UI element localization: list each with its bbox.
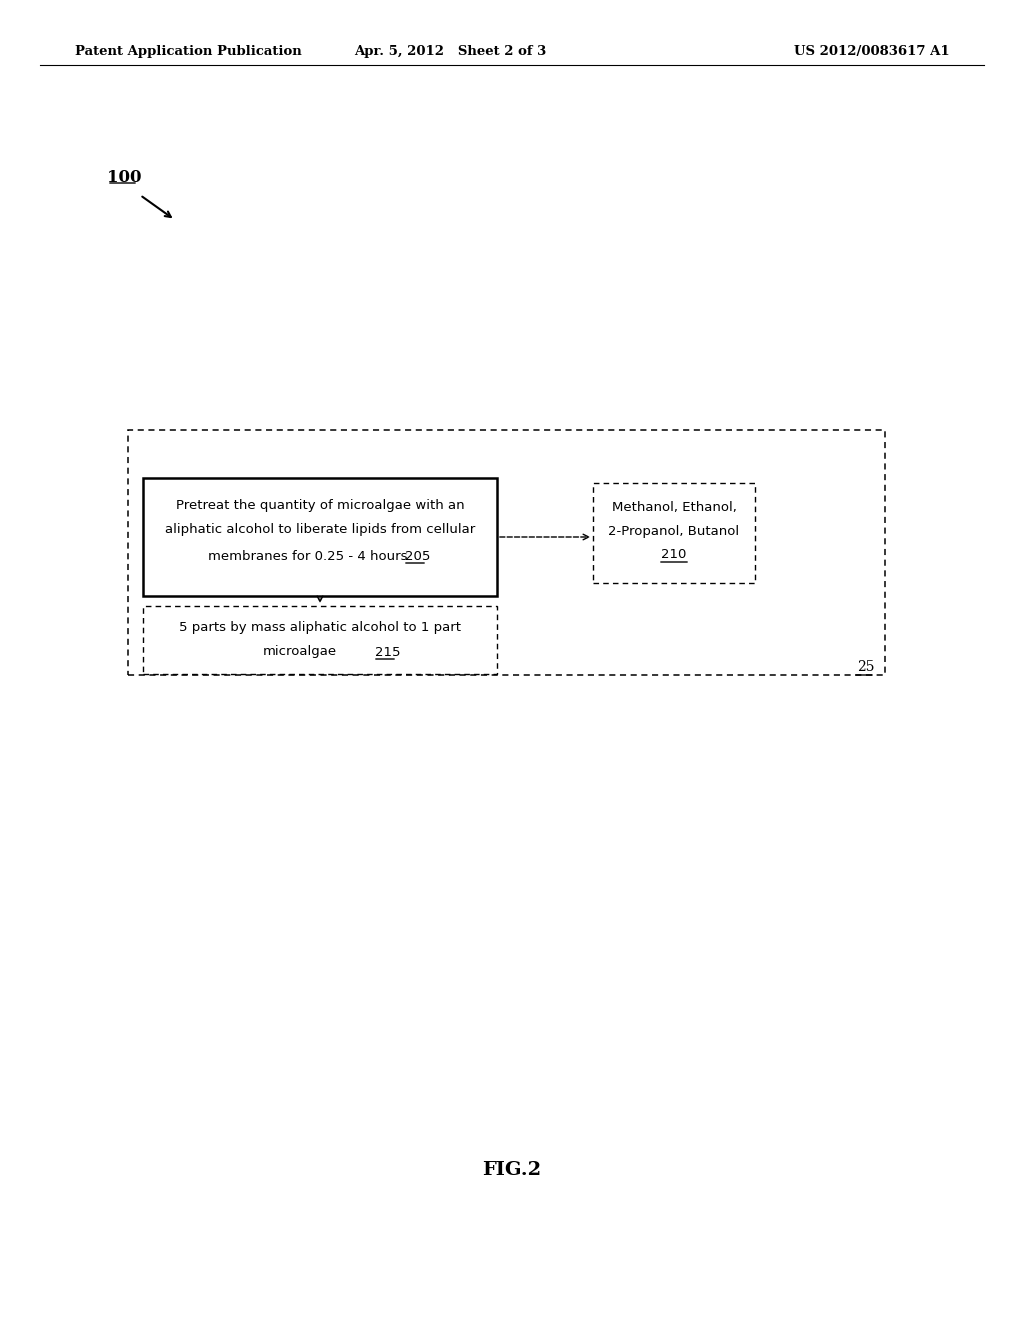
Bar	[143, 606, 497, 675]
Text: Patent Application Publication: Patent Application Publication	[75, 45, 302, 58]
Bar	[143, 478, 497, 597]
Text: Pretreat the quantity of microalgae with an: Pretreat the quantity of microalgae with…	[176, 499, 464, 512]
Text: FIG.2: FIG.2	[482, 1162, 542, 1179]
Text: 210: 210	[662, 549, 687, 561]
Bar	[593, 483, 755, 583]
Text: 25: 25	[857, 660, 874, 675]
Text: 100: 100	[106, 169, 141, 186]
Text: 2-Propanol, Butanol: 2-Propanol, Butanol	[608, 524, 739, 537]
Text: 205: 205	[406, 549, 430, 562]
Text: 215: 215	[375, 645, 400, 659]
Text: aliphatic alcohol to liberate lipids from cellular: aliphatic alcohol to liberate lipids fro…	[165, 524, 475, 536]
Text: membranes for 0.25 - 4 hours: membranes for 0.25 - 4 hours	[208, 549, 408, 562]
Text: microalgae: microalgae	[263, 645, 337, 659]
Text: Apr. 5, 2012   Sheet 2 of 3: Apr. 5, 2012 Sheet 2 of 3	[354, 45, 546, 58]
Text: Methanol, Ethanol,: Methanol, Ethanol,	[611, 502, 736, 515]
Text: US 2012/0083617 A1: US 2012/0083617 A1	[795, 45, 950, 58]
Bar	[128, 430, 885, 675]
Text: 5 parts by mass aliphatic alcohol to 1 part: 5 parts by mass aliphatic alcohol to 1 p…	[179, 622, 461, 635]
